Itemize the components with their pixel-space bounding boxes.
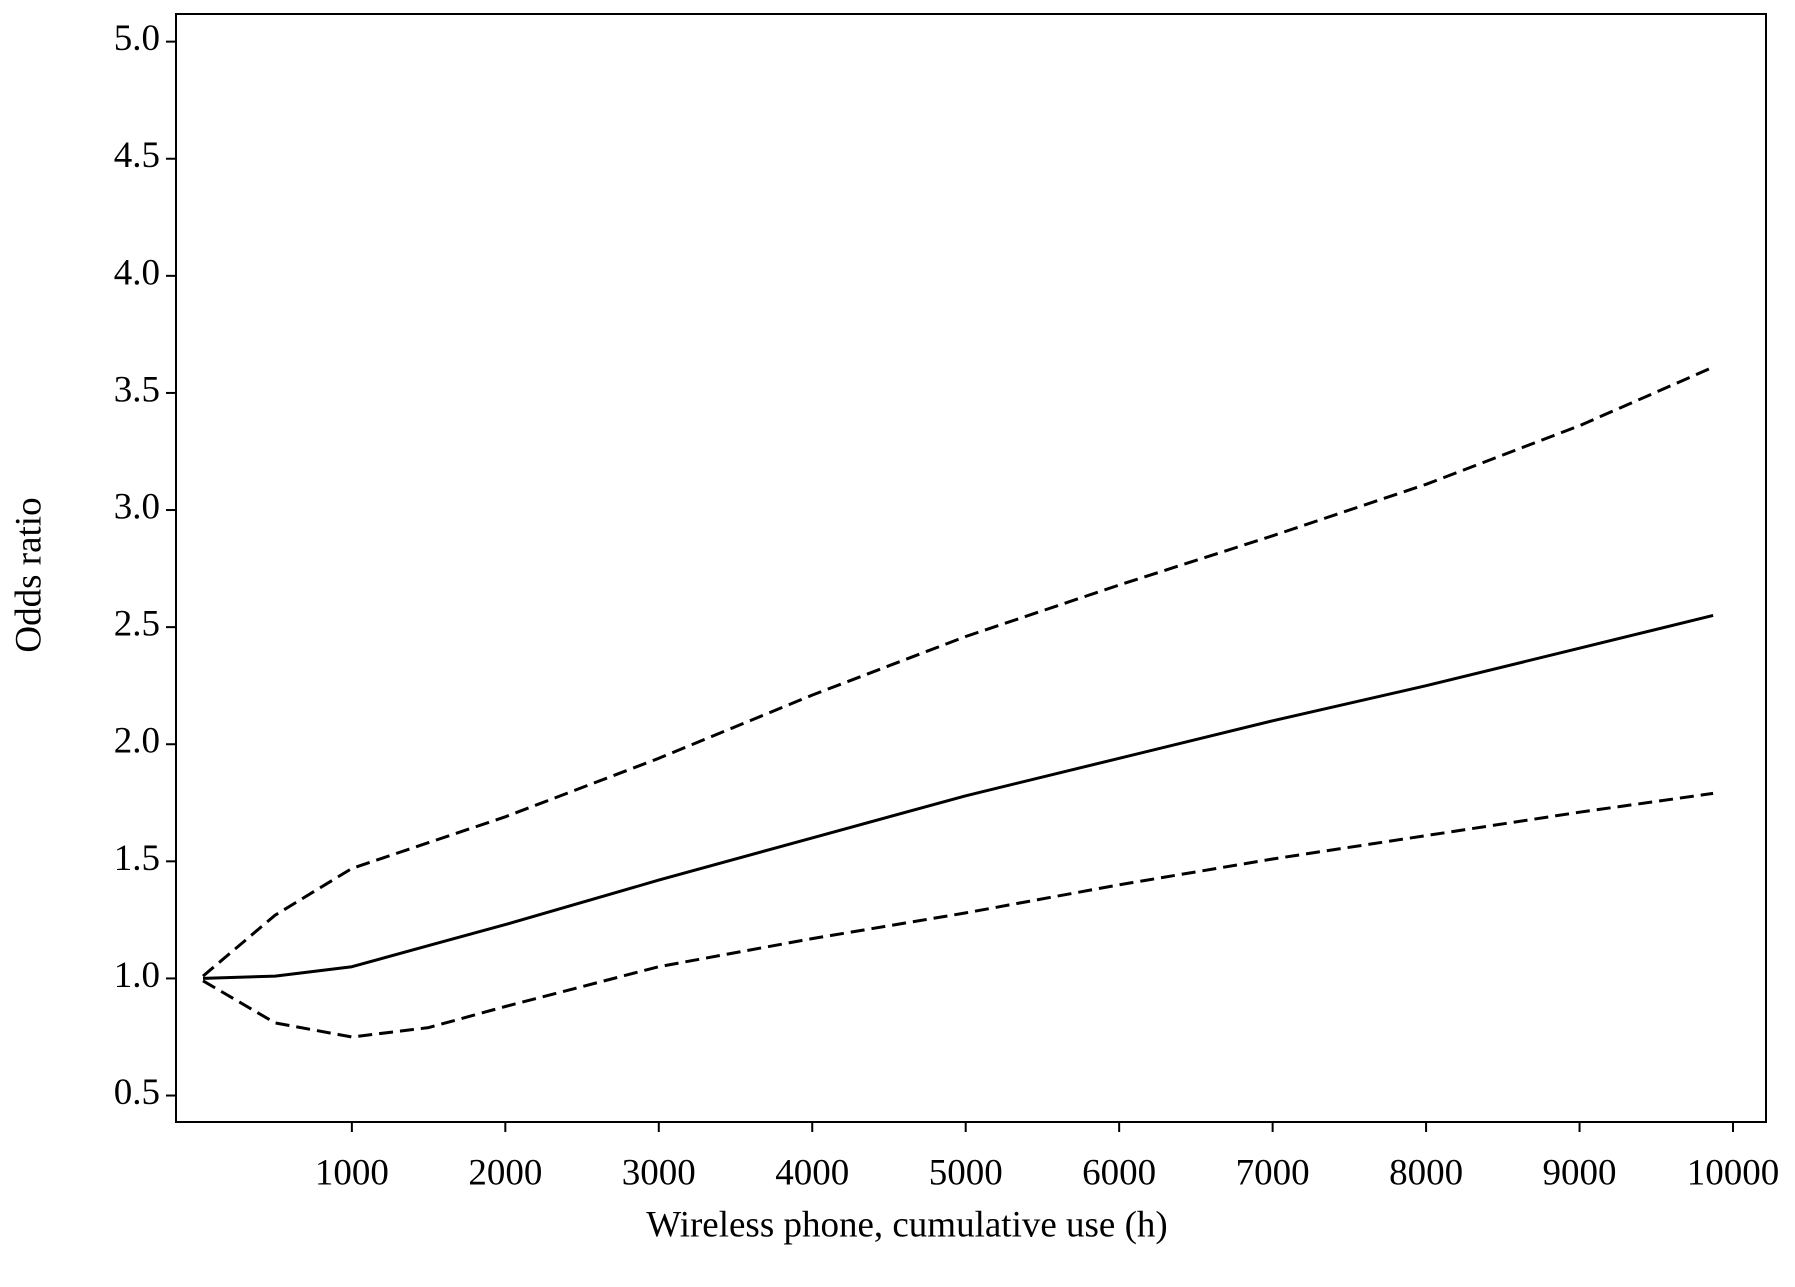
y-tick-label: 1.5 bbox=[114, 838, 160, 879]
x-tick-label: 4000 bbox=[775, 1152, 849, 1193]
x-tick-label: 7000 bbox=[1236, 1152, 1310, 1193]
x-tick-label: 3000 bbox=[622, 1152, 696, 1193]
x-tick-label: 6000 bbox=[1082, 1152, 1156, 1193]
x-axis-label: Wireless phone, cumulative use (h) bbox=[646, 1204, 1168, 1245]
series-line bbox=[202, 791, 1714, 1039]
x-tick-label: 10000 bbox=[1687, 1152, 1780, 1193]
plot-frame bbox=[175, 13, 1767, 1123]
x-tick-label: 9000 bbox=[1543, 1152, 1617, 1193]
y-tick-label: 3.5 bbox=[114, 369, 160, 410]
x-tick-label: 5000 bbox=[929, 1152, 1003, 1193]
y-tick-label: 4.0 bbox=[114, 252, 160, 293]
y-tick-label: 1.0 bbox=[114, 955, 160, 996]
y-tick-label: 5.0 bbox=[114, 18, 160, 59]
series-line bbox=[202, 365, 1714, 978]
y-tick-label: 2.5 bbox=[114, 604, 160, 645]
x-tick-label: 1000 bbox=[315, 1152, 389, 1193]
x-tick-label: 8000 bbox=[1389, 1152, 1463, 1193]
x-tick-label: 2000 bbox=[468, 1152, 542, 1193]
y-tick-label: 2.0 bbox=[114, 721, 160, 762]
y-tick-label: 3.0 bbox=[114, 487, 160, 528]
series-line bbox=[202, 613, 1714, 980]
y-tick-label: 4.5 bbox=[114, 135, 160, 176]
y-tick-label: 0.5 bbox=[114, 1072, 160, 1113]
y-axis-label: Odds ratio bbox=[8, 497, 49, 652]
